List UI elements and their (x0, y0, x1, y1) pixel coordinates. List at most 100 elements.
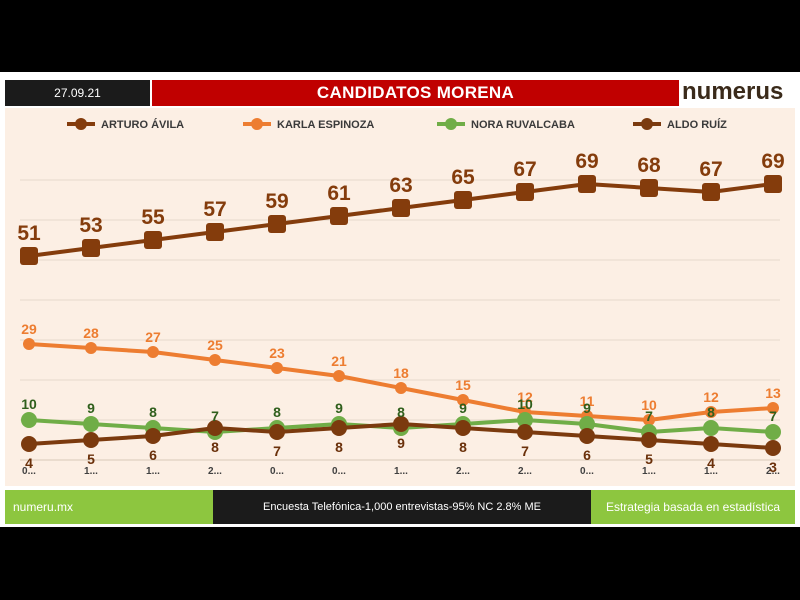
x-tick-label: 2... (456, 466, 470, 477)
x-tick-label: 2... (518, 466, 532, 477)
data-label: 23 (269, 345, 285, 361)
data-label: 68 (637, 154, 661, 177)
data-point (764, 175, 782, 193)
data-label: 10 (641, 397, 657, 413)
data-label: 69 (761, 150, 784, 173)
data-point (333, 370, 345, 382)
data-label: 13 (765, 385, 781, 401)
data-point (703, 436, 719, 452)
data-point (643, 414, 655, 426)
data-point (516, 183, 534, 201)
data-point (83, 416, 99, 432)
data-label: 8 (335, 439, 343, 455)
x-tick-label: 2... (208, 466, 222, 477)
data-label: 61 (327, 182, 351, 205)
data-label: 12 (703, 389, 719, 405)
data-label: 8 (211, 439, 219, 455)
data-point (21, 412, 37, 428)
data-label: 9 (335, 400, 343, 416)
x-tick-label: 0... (22, 466, 36, 477)
data-point (579, 428, 595, 444)
data-point (640, 179, 658, 197)
data-point (702, 183, 720, 201)
line-chart: ARTURO ÁVILA KARLA ESPINOZA NORA RUVALCABA… (17, 118, 785, 477)
data-point (395, 382, 407, 394)
x-tick-label: 1... (704, 466, 718, 477)
data-label: 7 (211, 408, 219, 424)
data-point (147, 346, 159, 358)
data-point (765, 440, 781, 456)
data-point (144, 231, 162, 249)
footer: numeru.mx Encuesta Telefónica-1,000 entr… (5, 490, 795, 524)
data-point (206, 223, 224, 241)
data-point (85, 342, 97, 354)
data-label: 29 (21, 321, 37, 337)
data-point (20, 247, 38, 265)
data-label: 53 (79, 214, 102, 237)
x-tick-label: 2... (766, 466, 780, 477)
chart-area: ARTURO ÁVILA KARLA ESPINOZA NORA RUVALCABA… (5, 108, 795, 486)
data-label: 7 (521, 443, 529, 459)
legend-swatch-marker (251, 118, 263, 130)
data-point (331, 420, 347, 436)
data-point (455, 420, 471, 436)
legend-swatch-marker (445, 118, 457, 130)
data-label: 55 (141, 206, 165, 229)
data-label: 67 (513, 158, 536, 181)
data-point (454, 191, 472, 209)
data-label: 28 (83, 325, 99, 341)
data-point (269, 424, 285, 440)
data-label: 63 (389, 174, 412, 197)
legend-label: ARTURO ÁVILA (101, 118, 184, 131)
logo-text: numerus (682, 78, 784, 105)
data-label: 9 (459, 400, 467, 416)
data-label: 11 (580, 393, 595, 409)
data-label: 18 (393, 365, 409, 381)
data-point (393, 416, 409, 432)
data-label: 8 (707, 404, 715, 420)
data-label: 10 (21, 396, 37, 412)
data-label: 8 (459, 439, 467, 455)
data-label: 4 (25, 455, 33, 471)
legend-label: NORA RUVALCABA (471, 119, 575, 131)
legend-label: ALDO RUÍZ (667, 118, 727, 131)
data-label: 59 (265, 190, 288, 213)
data-label: 69 (575, 150, 598, 173)
x-tick-label: 1... (146, 466, 160, 477)
x-tick-label: 1... (394, 466, 408, 477)
data-label: 8 (397, 404, 405, 420)
data-point (705, 406, 717, 418)
page-title: CANDIDATOS MORENA (152, 80, 679, 106)
footer-methodology: Encuesta Telefónica-1,000 entrevistas-95… (213, 490, 591, 524)
data-label: 9 (87, 400, 95, 416)
data-label: 5 (87, 451, 95, 467)
x-tick-label: 1... (642, 466, 656, 477)
x-tick-label: 0... (332, 466, 346, 477)
data-label: 8 (273, 404, 281, 420)
data-label: 57 (203, 198, 226, 221)
data-label: 12 (517, 389, 533, 405)
data-point (21, 436, 37, 452)
footer-tagline: Estrategia basada en estadística (591, 490, 795, 524)
data-point (641, 432, 657, 448)
data-label: 6 (583, 447, 591, 463)
data-label: 7 (769, 408, 777, 424)
data-label: 21 (331, 353, 347, 369)
x-tick-label: 0... (270, 466, 284, 477)
data-label: 51 (17, 222, 41, 245)
data-point (209, 354, 221, 366)
data-label: 10 (517, 396, 533, 412)
x-tick-label: 1... (84, 466, 98, 477)
data-label: 5 (645, 451, 653, 467)
legend-swatch-marker (641, 118, 653, 130)
numerus-logo: numerus (682, 76, 798, 108)
data-point (765, 424, 781, 440)
footer-website: numeru.mx (5, 490, 213, 524)
data-point (578, 175, 596, 193)
data-point (517, 424, 533, 440)
data-label: 7 (645, 408, 653, 424)
data-point (83, 432, 99, 448)
data-point (517, 412, 533, 428)
data-point (579, 416, 595, 432)
data-point (23, 338, 35, 350)
